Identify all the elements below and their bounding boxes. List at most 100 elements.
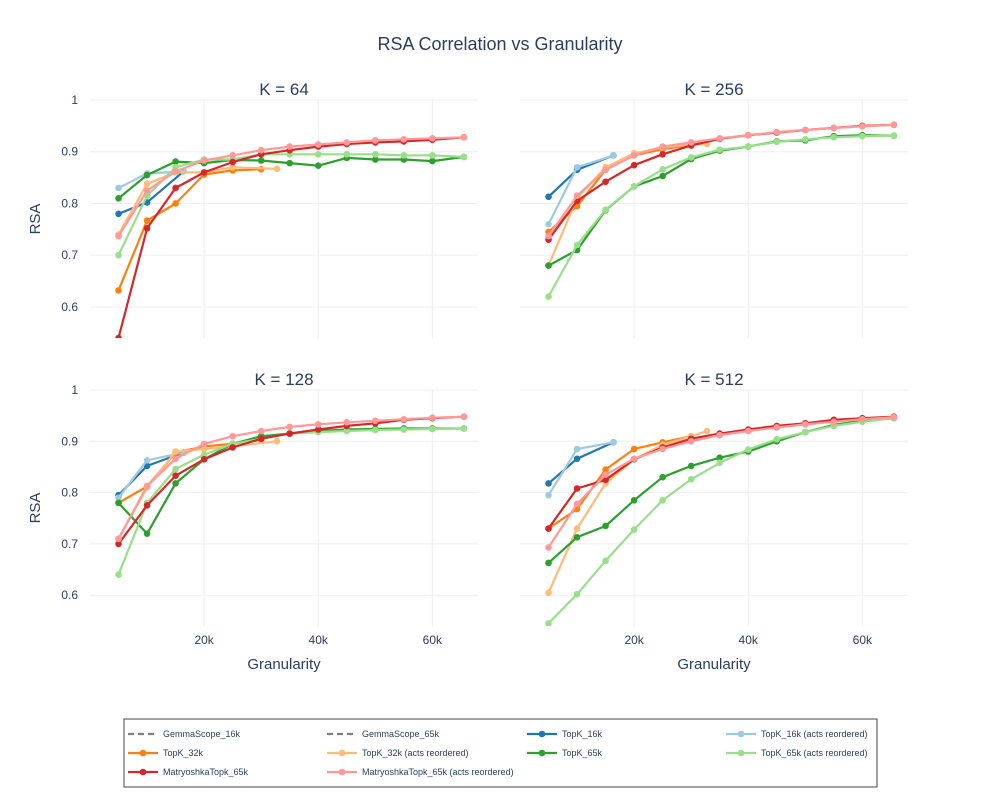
data-point <box>286 143 294 150</box>
data-point <box>773 128 781 136</box>
data-point <box>115 535 122 543</box>
chart-title: RSA Correlation vs Granularity <box>377 34 622 54</box>
data-point <box>429 157 436 165</box>
data-point <box>545 525 552 532</box>
data-point <box>602 557 609 565</box>
legend-label: TopK_16k <box>562 729 603 739</box>
data-point <box>573 192 581 200</box>
legend-item-topk-16k-acts-reordered: TopK_16k (acts reordered) <box>726 729 868 739</box>
subplot-k-128: K = 128 0.6 0.7 0.8 0.9 1 RSA 20k 40k 60k Granular… <box>27 370 478 673</box>
series-matryoshkatopk-65k-acts-reordered <box>115 133 468 240</box>
legend-label: TopK_32k (acts reordered) <box>362 748 469 758</box>
legend-label: GemmaScope_65k <box>362 729 440 739</box>
data-point <box>801 126 809 134</box>
series-line <box>547 142 707 267</box>
data-point <box>314 421 322 428</box>
subplot-title: K = 256 <box>684 80 743 99</box>
data-point <box>659 473 666 481</box>
legend-item-topk-32k-acts-reordered: TopK_32k (acts reordered) <box>327 748 469 758</box>
x-axis-title: Granularity <box>247 656 321 673</box>
data-point <box>460 413 468 420</box>
data-point <box>314 151 322 158</box>
series-topk-65k-acts-reordered <box>115 425 468 578</box>
x-tick-label: 60k <box>853 633 873 647</box>
legend-swatch-marker <box>538 749 546 757</box>
series-topk-65k-acts-reordered <box>545 414 898 626</box>
legend-item-topk-16k: TopK_16k <box>527 729 603 739</box>
data-point <box>545 491 552 499</box>
data-point <box>801 136 809 143</box>
legend-item-topk-65k-acts-reordered: TopK_65k (acts reordered) <box>726 748 868 758</box>
x-axis-title: Granularity <box>677 656 751 673</box>
data-point <box>545 293 552 300</box>
data-point <box>545 220 552 228</box>
series-topk-16k-acts-reordered <box>545 152 617 228</box>
series-line <box>547 123 894 241</box>
data-point <box>716 459 724 467</box>
data-point <box>172 200 179 207</box>
data-point <box>545 589 552 596</box>
data-point <box>371 426 379 434</box>
data-point <box>143 225 151 232</box>
data-point <box>286 423 294 431</box>
data-point <box>830 418 838 426</box>
data-point <box>460 133 468 141</box>
series-line <box>117 427 464 576</box>
data-point <box>890 121 898 129</box>
data-point <box>400 415 408 423</box>
data-point <box>143 456 151 464</box>
data-point <box>630 455 638 463</box>
data-point <box>630 152 638 159</box>
data-point <box>602 466 609 473</box>
data-point <box>573 525 581 532</box>
subplot-title: K = 64 <box>259 80 309 99</box>
data-point <box>545 262 552 269</box>
series-topk-16k-acts-reordered <box>545 439 617 499</box>
data-point <box>115 195 122 202</box>
data-point <box>573 455 581 463</box>
series-matryoshkatopk-65k-acts-reordered <box>115 413 468 543</box>
data-point <box>573 163 581 171</box>
data-point <box>890 132 898 139</box>
subplot-panels: K = 64 0.6 0.7 0.8 0.9 1 RSA K = 256 K = 128 0.6 0… <box>27 80 908 673</box>
data-point <box>687 438 695 445</box>
data-point <box>744 131 752 139</box>
series-topk-65k-acts-reordered <box>545 132 898 300</box>
data-point <box>545 193 552 201</box>
data-point <box>460 425 468 432</box>
data-point <box>744 143 752 150</box>
data-point <box>200 451 208 458</box>
series-line <box>547 143 692 233</box>
data-point <box>115 251 122 259</box>
data-point <box>602 178 609 186</box>
x-tick-label: 40k <box>309 633 329 647</box>
data-point <box>630 183 638 190</box>
data-point <box>200 440 208 448</box>
data-point <box>602 522 609 530</box>
data-point <box>115 571 122 578</box>
subplot-title: K = 128 <box>254 370 313 389</box>
legend-swatch-marker <box>139 749 147 757</box>
data-point <box>801 428 809 436</box>
y-tick-label: 1 <box>71 383 78 397</box>
data-point <box>143 171 151 179</box>
series-topk-65k <box>115 425 468 537</box>
data-point <box>545 480 552 487</box>
legend-swatch-marker <box>338 749 346 757</box>
data-point <box>773 435 781 443</box>
series-topk-65k-acts-reordered <box>115 151 468 259</box>
data-point <box>172 158 179 165</box>
data-point <box>573 241 581 249</box>
data-point <box>172 455 179 463</box>
subplot-k-512: K = 512 20k 40k 60k Granularity <box>520 370 908 673</box>
subplot-k-256: K = 256 <box>520 80 908 338</box>
y-axis-title: RSA <box>27 493 44 524</box>
data-point <box>703 427 711 435</box>
legend-swatch-marker <box>737 730 745 738</box>
legend-label: TopK_65k <box>562 748 603 758</box>
data-point <box>115 334 122 338</box>
data-point <box>143 530 151 537</box>
data-point <box>343 427 351 435</box>
series-line <box>117 166 278 236</box>
